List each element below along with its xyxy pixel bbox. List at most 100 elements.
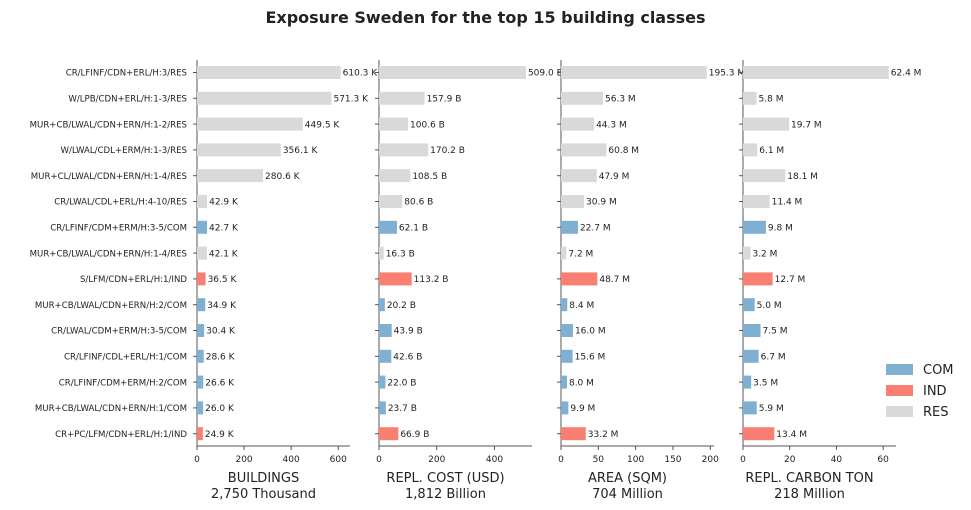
- x-tick-label: 400: [283, 455, 300, 465]
- data-label: 19.7 M: [791, 120, 822, 130]
- data-label: 44.3 M: [596, 120, 627, 130]
- data-label: 509.0 B: [528, 69, 563, 79]
- data-label: 5.8 M: [759, 95, 784, 105]
- bar: [379, 220, 397, 234]
- legend-item-res: RES: [886, 405, 949, 420]
- data-label: 8.0 M: [569, 378, 594, 388]
- bar: [197, 220, 208, 234]
- data-label: 449.5 K: [305, 120, 341, 130]
- bar: [379, 66, 526, 79]
- bar: [197, 349, 204, 363]
- x-tick-label: 50: [593, 455, 605, 465]
- data-label: 7.5 M: [763, 327, 788, 337]
- bar: [379, 427, 399, 441]
- bar: [561, 195, 585, 208]
- data-label: 30.9 M: [586, 198, 617, 208]
- data-label: 15.6 M: [575, 353, 606, 363]
- bar: [561, 324, 573, 337]
- legend-item-com: COM: [886, 363, 954, 378]
- category-label: MUR+CB/LWAL/CDN+ERN/H:1-2/RES: [30, 120, 187, 130]
- x-axis-label: AREA (SQM): [588, 471, 667, 486]
- data-label: 42.7 K: [209, 224, 239, 234]
- data-label: 11.4 M: [772, 198, 803, 208]
- bar: [379, 272, 412, 286]
- data-label: 33.2 M: [588, 430, 619, 440]
- data-label: 30.4 K: [206, 327, 236, 337]
- category-label: MUR+CB/LWAL/CDN+ERN/H:1/COM: [35, 404, 187, 414]
- bar: [743, 66, 889, 79]
- data-label: 23.7 B: [388, 404, 417, 414]
- data-label: 280.6 K: [265, 172, 301, 182]
- data-label: 24.9 K: [205, 430, 235, 440]
- data-label: 100.6 B: [410, 120, 445, 130]
- panel-3: 195.3 M 56.3 M 44.3 M 60.8 M 47.9 M 30.9 M 22.…: [557, 60, 745, 502]
- x-tick-label: 200: [235, 455, 252, 465]
- bar: [379, 169, 411, 183]
- x-axis-total: 2,750 Thousand: [211, 487, 316, 502]
- category-label: S/LFM/CDN+ERL/H:1/IND: [80, 275, 187, 285]
- x-axis-label: BUILDINGS: [228, 471, 299, 486]
- category-label: MUR+CB/LWAL/CDN+ERN/H:2/COM: [35, 301, 187, 311]
- x-tick-label: 40: [831, 455, 843, 465]
- bar: [743, 401, 757, 415]
- bar: [197, 117, 303, 131]
- bar: [743, 324, 761, 337]
- category-label: W/LWAL/CDL+ERM/H:1-3/RES: [61, 146, 187, 156]
- data-label: 42.1 K: [209, 249, 239, 259]
- x-axis-label: REPL. CARBON TON: [745, 471, 873, 486]
- bar: [743, 349, 759, 363]
- panel-1: 610.3 K CR/LFINF/CDN+ERL/H:3/RES 571.3 K W/…: [30, 60, 378, 502]
- bar: [561, 66, 707, 79]
- data-label: 62.4 M: [891, 69, 922, 79]
- data-label: 5.9 M: [759, 404, 784, 414]
- data-label: 9.9 M: [570, 404, 595, 414]
- category-label: MUR+CL/LWAL/CDN+ERN/H:1-4/RES: [31, 172, 187, 182]
- bar: [197, 324, 205, 337]
- bar: [561, 401, 569, 415]
- legend-swatch: [886, 406, 913, 417]
- x-axis-total: 218 Million: [774, 487, 845, 502]
- bar: [197, 66, 341, 79]
- bar: [743, 220, 766, 234]
- x-axis-total: 1,812 Billion: [405, 487, 486, 502]
- bar: [197, 143, 281, 157]
- bar: [379, 91, 425, 105]
- bar: [561, 143, 607, 157]
- bar: [197, 298, 206, 312]
- data-label: 6.7 M: [761, 353, 786, 363]
- bar: [743, 169, 786, 183]
- data-label: 7.2 M: [568, 249, 593, 259]
- bar: [561, 117, 595, 131]
- data-label: 62.1 B: [399, 224, 428, 234]
- category-label: CR/LFINF/CDL+ERL/H:1/COM: [64, 353, 187, 363]
- x-tick-label: 200: [428, 455, 445, 465]
- category-label: CR/LWAL/CDM+ERM/H:3-5/COM: [51, 327, 187, 337]
- x-tick-label: 0: [194, 455, 200, 465]
- data-label: 42.9 K: [209, 198, 239, 208]
- data-label: 36.5 K: [208, 275, 238, 285]
- x-tick-label: 0: [376, 455, 382, 465]
- bar: [197, 91, 332, 105]
- data-label: 60.8 M: [608, 146, 639, 156]
- x-tick-label: 400: [486, 455, 503, 465]
- data-label: 356.1 K: [283, 146, 319, 156]
- data-label: 108.5 B: [412, 172, 447, 182]
- category-label: CR/LWAL/CDL+ERL/H:4-10/RES: [54, 198, 187, 208]
- bar: [743, 246, 751, 260]
- bar: [561, 349, 573, 363]
- data-label: 12.7 M: [775, 275, 806, 285]
- bar: [197, 427, 203, 441]
- chart-title: Exposure Sweden for the top 15 building …: [265, 8, 706, 27]
- data-label: 113.2 B: [414, 275, 449, 285]
- category-label: W/LPB/CDN+ERL/H:1-3/RES: [68, 95, 187, 105]
- legend-swatch: [886, 364, 913, 375]
- bar: [743, 195, 770, 208]
- category-label: CR/LFINF/CDM+ERM/H:3-5/COM: [50, 224, 187, 234]
- bar: [743, 143, 758, 157]
- bar: [561, 298, 568, 312]
- bar: [379, 349, 392, 363]
- data-label: 42.6 B: [393, 353, 422, 363]
- bar: [561, 91, 604, 105]
- data-label: 80.6 B: [404, 198, 433, 208]
- bar: [197, 169, 264, 183]
